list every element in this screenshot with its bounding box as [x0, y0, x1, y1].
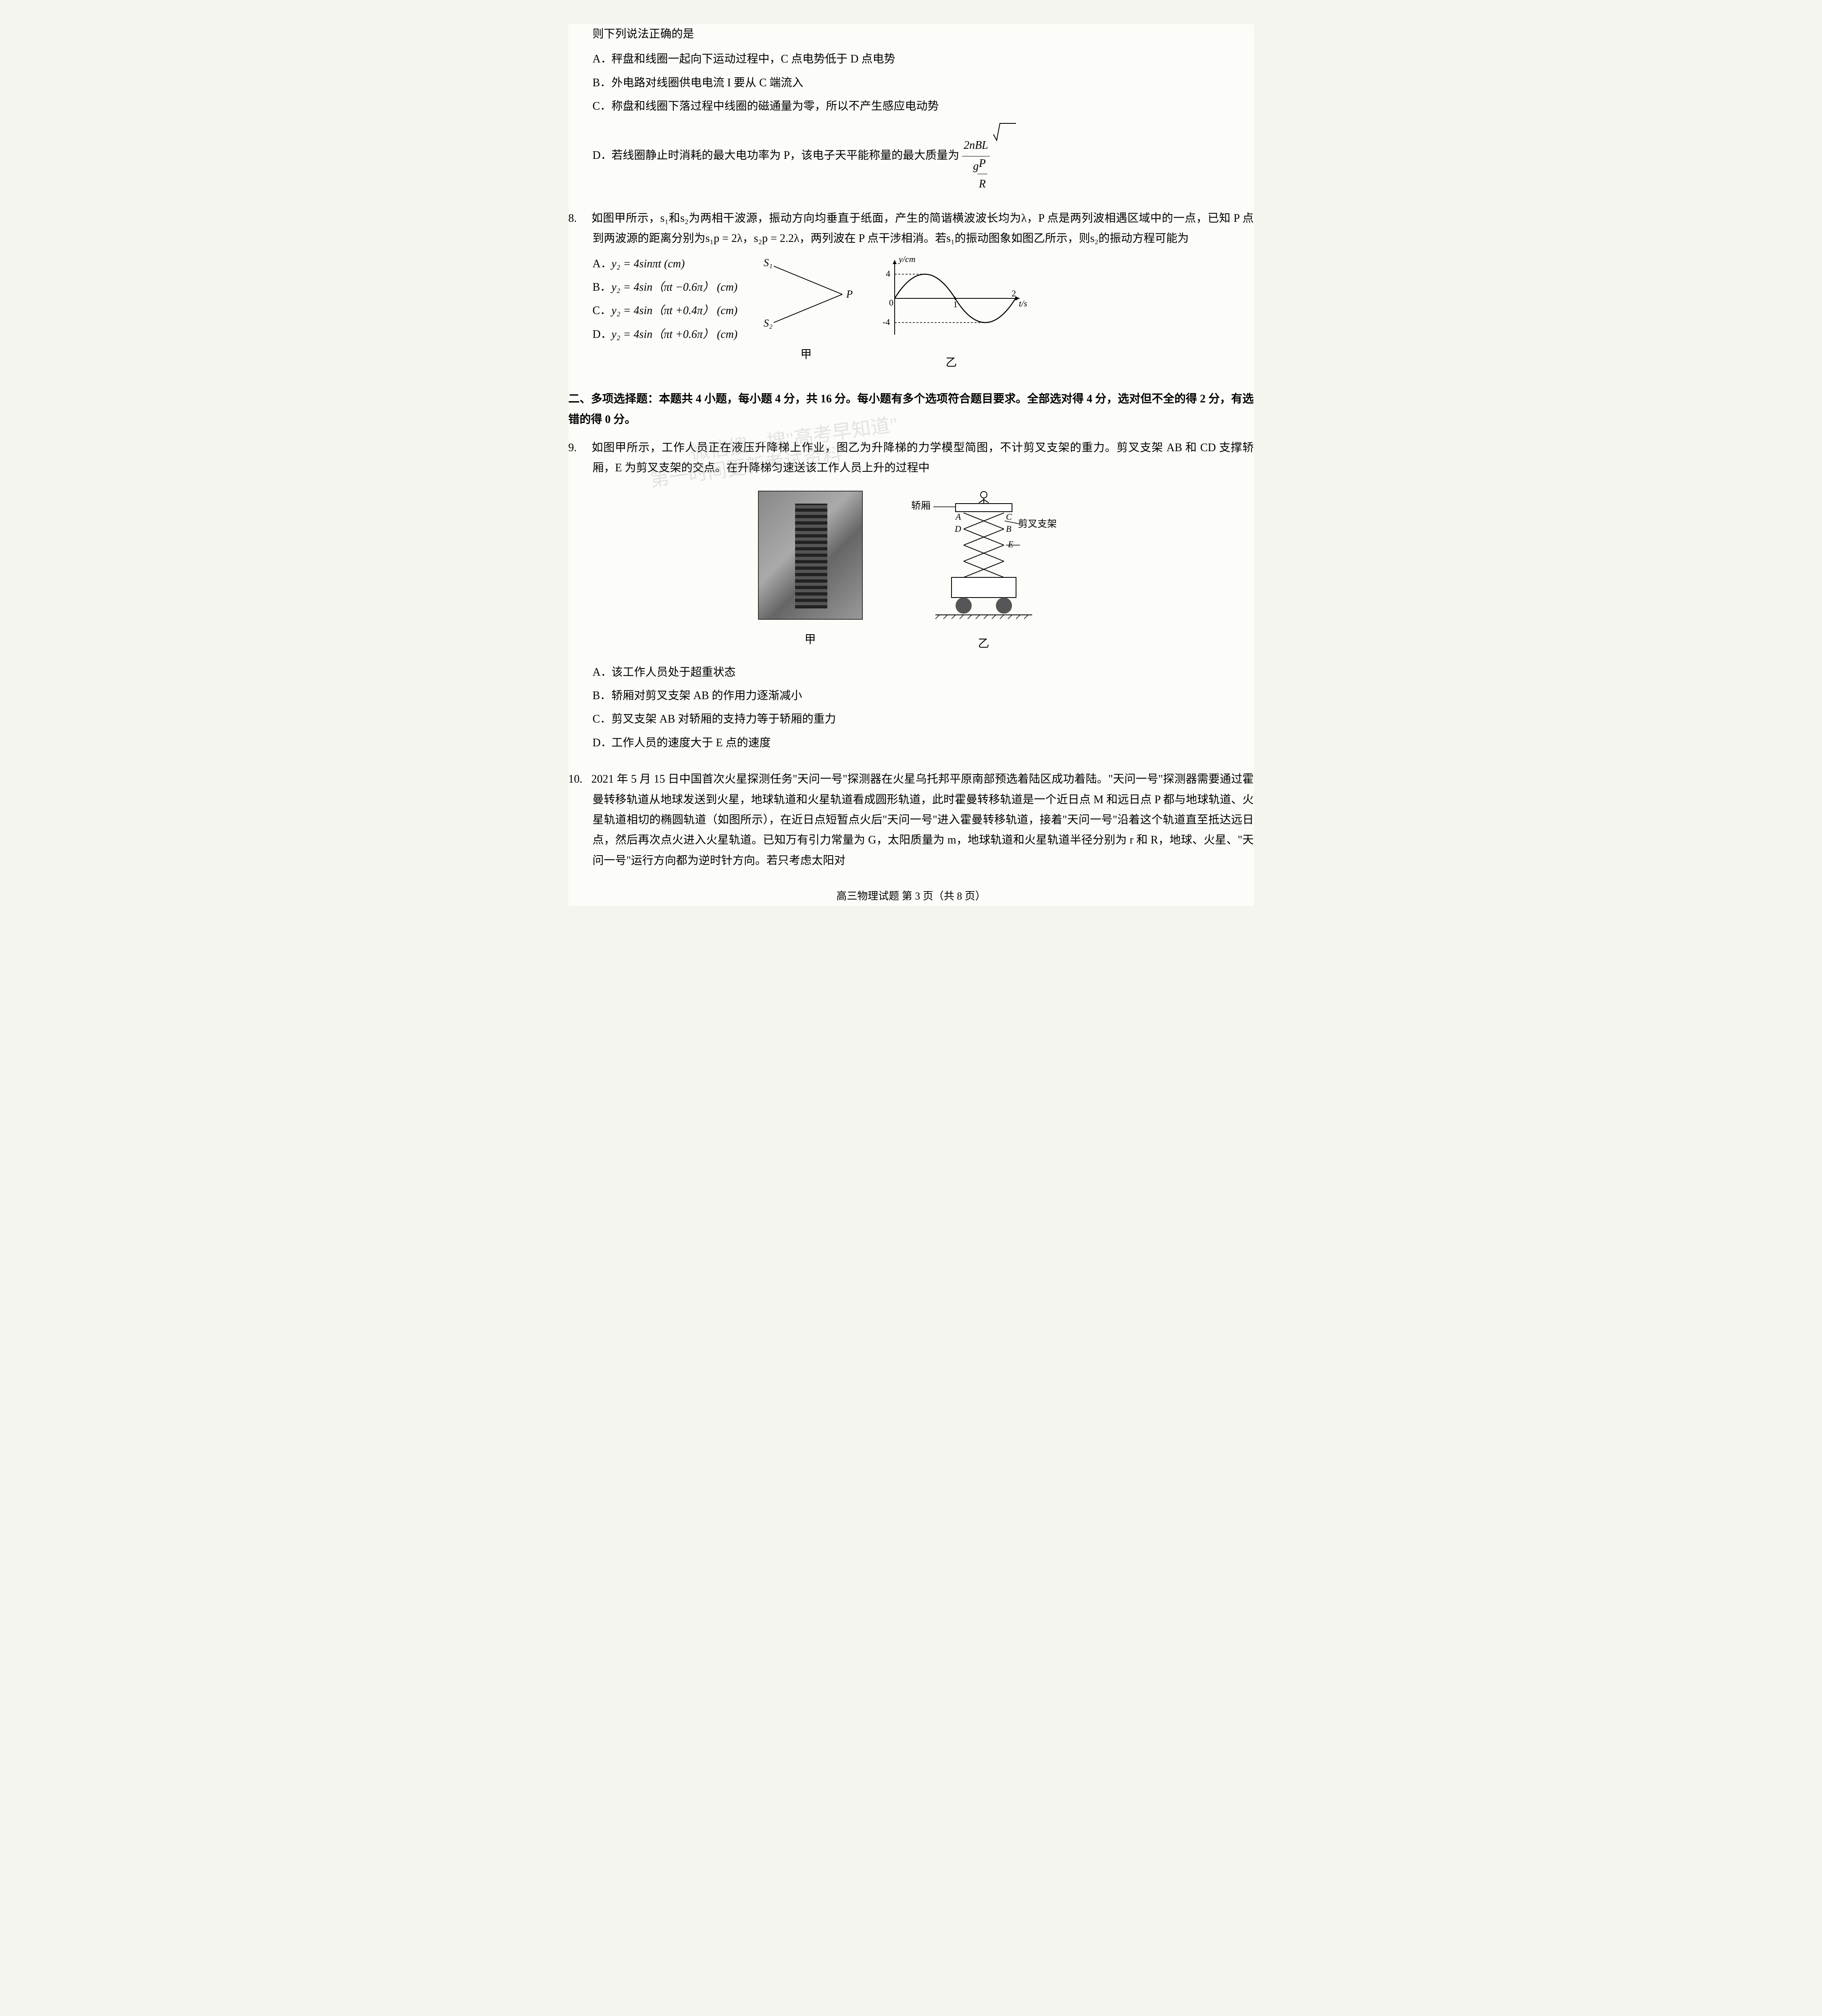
B-label: B [1006, 524, 1011, 534]
y-axis-label: y/cm [898, 254, 916, 264]
sqrt: P R [993, 120, 1017, 192]
ytick-neg4: -4 [883, 317, 890, 327]
figure-label: 甲 [750, 345, 862, 365]
page-footer: 高三物理试题 第 3 页（共 8 页） [568, 887, 1254, 906]
q7-stem: 则下列说法正确的是 [593, 24, 1254, 44]
q8-option-c: C． y₂ = 4sin（πt +0.4π） (cm) [593, 301, 738, 321]
option-label: B． [593, 277, 609, 298]
question-9: 微信搜一搜"高考早知道" 第一时间更新考试资料 9. 如图甲所示，工作人员正在液… [568, 438, 1254, 753]
q8-figure-jia: S₁ S₂ P 甲 [750, 254, 862, 365]
fraction: P R [977, 154, 987, 195]
option-text: 剪叉支架 AB 对轿厢的支持力等于轿厢的重力 [612, 713, 836, 725]
option-label: A． [593, 254, 609, 274]
option-label: A． [593, 49, 609, 69]
origin: 0 [889, 298, 893, 308]
s2-label: S₂ [764, 317, 773, 329]
option-label: C． [593, 301, 609, 321]
option-text: y₂ = 4sin（πt +0.6π） (cm) [612, 328, 738, 341]
stem-text: 如图甲所示，s₁和s₂为两相干波源，振动方向均垂直于纸面，产生的简谐横波波长均为… [591, 212, 1254, 245]
option-label: D． [593, 733, 609, 753]
option-label: C． [593, 96, 609, 117]
option-text: 工作人员的速度大于 E 点的速度 [612, 737, 771, 749]
xianxiang-label: 轿厢 [911, 500, 931, 511]
option-label: C． [593, 709, 609, 729]
ytick-4: 4 [886, 269, 890, 279]
stem-text: 2021 年 5 月 15 日中国首次火星探测任务"天问一号"探测器在火星乌托邦… [591, 773, 1254, 867]
option-text: 轿厢对剪叉支架 AB 的作用力逐渐减小 [612, 689, 802, 702]
x-axis-label: t/s [1019, 298, 1027, 308]
option-text-prefix: 若线圈静止时消耗的最大电功率为 P，该电子天平能称量的最大质量为 [612, 149, 962, 162]
A-label: A [955, 512, 961, 522]
option-text: y₂ = 4sin（πt +0.4π） (cm) [612, 304, 738, 317]
E-label: E [1008, 539, 1014, 549]
sqrt-icon [993, 120, 1017, 144]
q8-options: A． y₂ = 4sinπt (cm) B． y₂ = 4sin（πt −0.6… [593, 254, 738, 348]
q9-option-c: C． 剪叉支架 AB 对轿厢的支持力等于轿厢的重力 [593, 709, 1254, 729]
wave-source-diagram: S₁ S₂ P [750, 254, 862, 335]
option-text: 外电路对线圈供电电流 I 要从 C 端流入 [612, 77, 804, 89]
q8-option-b: B． y₂ = 4sin（πt −0.6π） (cm) [593, 277, 738, 298]
exam-page: 则下列说法正确的是 A． 秤盘和线圈一起向下运动过程中，C 点电势低于 D 点电… [568, 24, 1254, 906]
option-label: B． [593, 73, 609, 93]
question-number: 9. [568, 438, 589, 458]
option-label: B． [593, 686, 609, 706]
C-label: C [1006, 512, 1012, 522]
option-label: D． [593, 325, 609, 345]
s1-label: S₁ [764, 257, 773, 269]
option-label: A． [593, 662, 609, 683]
question-number: 10. [568, 769, 589, 789]
q7-option-d: D． 若线圈静止时消耗的最大电功率为 P，该电子天平能称量的最大质量为 2nBL… [593, 120, 1254, 192]
scissor-lift-diagram: 轿厢 A C D B [903, 487, 1064, 624]
q9-stem: 9. 如图甲所示，工作人员正在液压升降梯上作业，图乙为升降梯的力学模型简图，不计… [593, 438, 1254, 479]
q8-options-figures: A． y₂ = 4sinπt (cm) B． y₂ = 4sin（πt −0.6… [568, 254, 1254, 373]
q8-option-a: A． y₂ = 4sinπt (cm) [593, 254, 738, 274]
q8-stem: 8. 如图甲所示，s₁和s₂为两相干波源，振动方向均垂直于纸面，产生的简谐横波波… [593, 208, 1254, 249]
jianchazhijia-label: 剪叉支架 [1018, 519, 1057, 529]
question-10: 10. 2021 年 5 月 15 日中国首次火星探测任务"天问一号"探测器在火… [568, 769, 1254, 871]
figure-label: 乙 [875, 353, 1028, 373]
section-2-title: 二、多项选择题：本题共 4 小题，每小题 4 分，共 16 分。每小题有多个选项… [568, 389, 1254, 430]
option-text: 秤盘和线圈一起向下运动过程中，C 点电势低于 D 点电势 [612, 53, 895, 65]
q9-figures: 甲 轿厢 A C D B [568, 487, 1254, 654]
D-label: D [954, 524, 961, 534]
q7-option-c: C． 称盘和线圈下落过程中线圈的磁通量为零，所以不产生感应电动势 [593, 96, 1254, 117]
question-7-continued: 则下列说法正确的是 A． 秤盘和线圈一起向下运动过程中，C 点电势低于 D 点电… [568, 24, 1254, 192]
q8-option-d: D． y₂ = 4sin（πt +0.6π） (cm) [593, 325, 738, 345]
q9-option-b: B． 轿厢对剪叉支架 AB 的作用力逐渐减小 [593, 686, 1254, 706]
option-text: 该工作人员处于超重状态 [612, 666, 736, 679]
stem-text: 如图甲所示，工作人员正在液压升降梯上作业，图乙为升降梯的力学模型简图，不计剪叉支… [591, 442, 1254, 474]
question-number: 8. [568, 208, 589, 229]
scissor-lift-photo [758, 491, 863, 620]
p-label: P [846, 288, 853, 300]
q8-figure-yi: y/cm t/s 4 -4 0 1 2 乙 [875, 254, 1028, 373]
option-text: y₂ = 4sinπt (cm) [612, 258, 685, 270]
q9-option-a: A． 该工作人员处于超重状态 [593, 662, 1254, 683]
figure-label: 乙 [903, 634, 1064, 654]
q9-figure-jia: 甲 [758, 491, 863, 650]
option-text: 称盘和线圈下落过程中线圈的磁通量为零，所以不产生感应电动势 [612, 100, 939, 112]
question-8: 8. 如图甲所示，s₁和s₂为两相干波源，振动方向均垂直于纸面，产生的简谐横波波… [568, 208, 1254, 373]
q7-option-b: B． 外电路对线圈供电电流 I 要从 C 端流入 [593, 73, 1254, 93]
q9-figure-yi: 轿厢 A C D B [903, 487, 1064, 654]
sine-wave-graph: y/cm t/s 4 -4 0 1 2 [875, 254, 1028, 343]
q9-option-d: D． 工作人员的速度大于 E 点的速度 [593, 733, 1254, 753]
q7-option-a: A． 秤盘和线圈一起向下运动过程中，C 点电势低于 D 点电势 [593, 49, 1254, 69]
figure-label: 甲 [758, 630, 863, 650]
option-text: y₂ = 4sin（πt −0.6π） (cm) [612, 281, 738, 294]
q10-stem: 10. 2021 年 5 月 15 日中国首次火星探测任务"天问一号"探测器在火… [593, 769, 1254, 871]
xtick-1: 1 [953, 299, 958, 309]
option-label: D． [593, 146, 609, 166]
